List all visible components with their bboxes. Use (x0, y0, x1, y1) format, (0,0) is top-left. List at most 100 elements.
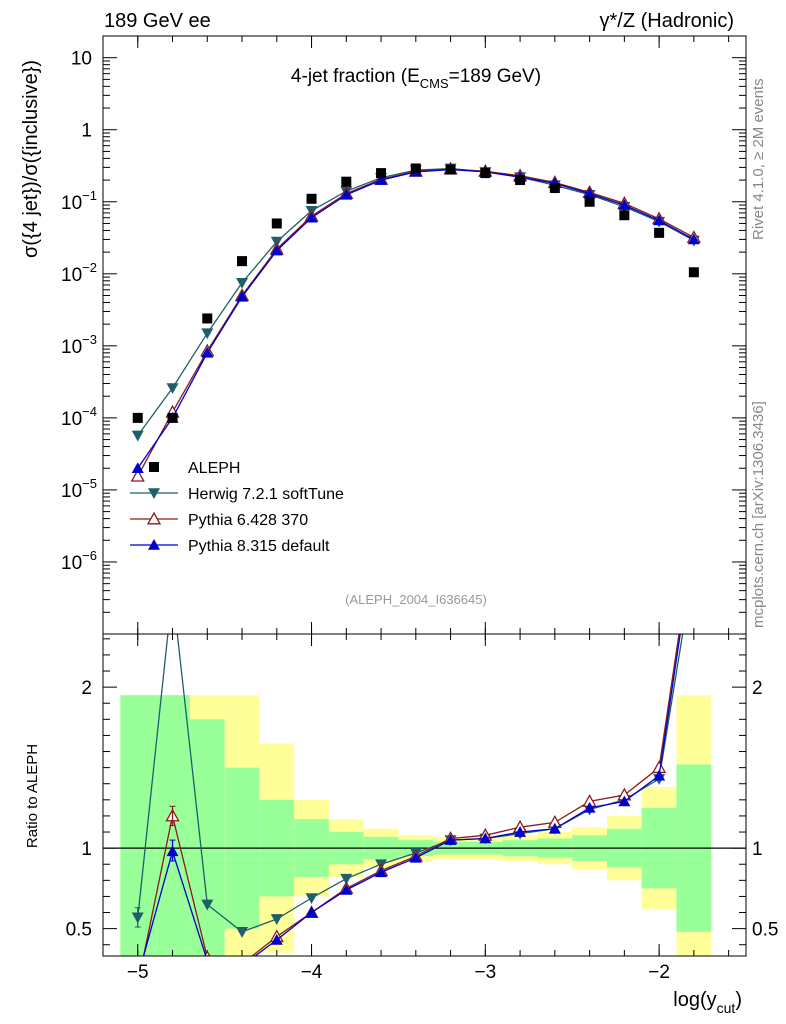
mcplots-label: mcplots.cern.ch [arXiv:1306.3436] (750, 401, 767, 628)
point-aleph (515, 175, 526, 186)
point-pythia-8-315-default (236, 290, 249, 302)
legend-marker (148, 488, 160, 499)
analysis-id: (ALEPH_2004_I636645) (345, 592, 487, 607)
ratio-point-herwig-7-2-1-softtune (688, 560, 700, 571)
legend-label: Pythia 8.315 default (188, 538, 330, 555)
legend-label: ALEPH (188, 460, 240, 477)
ratio-point-pythia-8-315-default (479, 832, 492, 844)
x-axis-label: log(ycut) (673, 989, 742, 1016)
point-pythia-8-315-default (583, 187, 596, 199)
ratio-point-pythia-8-315-default (236, 960, 248, 971)
point-pythia-8-315-default (270, 244, 283, 256)
point-pythia-6-428-370 (130, 468, 145, 482)
ratio-tick-label-left: 1 (81, 839, 92, 860)
ratio-point-pythia-8-315-default (688, 536, 700, 547)
x-tick-label: −5 (127, 962, 149, 983)
y-tick-label: 10−5 (61, 476, 97, 502)
x-tick-label: −4 (301, 962, 323, 983)
point-pythia-8-315-default (201, 346, 214, 358)
legend-entry-herwig-7-2-1-softtune: Herwig 7.2.1 softTune (130, 486, 344, 503)
ratio-point-pythia-8-315-default (409, 851, 422, 863)
ratio-tick-label-right: 1 (752, 839, 763, 860)
y-tick-label: 10−3 (61, 332, 97, 358)
ratio-plot-frame (102, 633, 747, 957)
legend-entry-aleph: ALEPH (149, 460, 240, 477)
point-herwig-7-2-1-softtune (201, 328, 214, 340)
point-aleph (619, 210, 630, 221)
point-pythia-8-315-default (340, 188, 353, 200)
header-right: γ*/Z (Hadronic) (600, 10, 734, 32)
y-tick-label: 10−4 (61, 404, 97, 430)
ratio-tick-label-left: 2 (81, 678, 92, 699)
plot-frames (102, 35, 747, 957)
point-aleph (376, 168, 387, 179)
y-tick-label: 10−6 (61, 548, 97, 574)
series-line-herwig-7-2-1-softtune (137, 167, 695, 436)
x-tick-label: −2 (648, 962, 670, 983)
series-line-pythia-6-428-370 (137, 168, 695, 477)
ratio-tick-label-right: 0.5 (752, 920, 778, 941)
ratio-point-pythia-6-428-370 (688, 528, 700, 539)
legend-label: Pythia 6.428 370 (188, 512, 308, 529)
y-tick-label: 10 (71, 49, 92, 70)
ratio-point-pythia-6-428-370 (236, 958, 248, 969)
legend-marker (149, 462, 159, 472)
ratio-point-herwig-7-2-1-softtune (236, 927, 249, 938)
rivet-version-label: Rivet 4.1.0, ≥ 2M events (750, 78, 767, 240)
ratio-tick-label-left: 0.5 (66, 920, 92, 941)
ratio-point-pythia-8-315-default (618, 795, 631, 807)
point-aleph (341, 176, 352, 187)
point-aleph (654, 227, 665, 238)
point-aleph (167, 412, 178, 423)
point-aleph (306, 193, 317, 204)
legend-marker (148, 539, 160, 550)
ratio-y-axis-label: Ratio to ALEPH (24, 744, 41, 848)
y-axis-label: σ({4 jet})/σ({inclusive}) (20, 60, 42, 258)
ratio-point-pythia-8-315-default (548, 822, 561, 834)
point-aleph (445, 164, 456, 175)
axis-ticks: −5 −4 −3 −2 10 1 10−1 10−2 10−3 10−4 10−5 10−6 0.5 0.… (61, 35, 778, 983)
point-aleph (549, 183, 560, 194)
ratio-point-herwig-7-2-1-softtune (167, 586, 179, 597)
legend-label: Herwig 7.2.1 softTune (188, 486, 344, 503)
series-line-pythia-8-315-default (137, 168, 695, 469)
point-aleph (480, 168, 491, 179)
legend: ALEPH Herwig 7.2.1 softTune Pythia 6.428 3… (130, 460, 344, 555)
point-herwig-7-2-1-softtune (236, 278, 249, 289)
ratio-point-herwig-7-2-1-softtune (270, 914, 283, 925)
ratio-point-herwig-7-2-1-softtune (201, 899, 214, 911)
point-aleph (271, 218, 282, 229)
y-tick-label: 10−1 (61, 188, 97, 214)
ratio-point-pythia-8-315-default (270, 933, 283, 945)
ratio-point-pythia-8-315-default (653, 769, 666, 781)
ratio-point-pythia-8-315-default (340, 883, 353, 895)
point-herwig-7-2-1-softtune (166, 383, 179, 394)
point-pythia-8-315-default (618, 199, 631, 210)
series-layer (130, 161, 701, 971)
point-aleph (584, 196, 595, 207)
ratio-point-herwig-7-2-1-softtune (340, 873, 353, 885)
ratio-panel-series (131, 528, 700, 971)
ratio-point-pythia-8-315-default (305, 906, 318, 918)
chart-title: 4-jet fraction (ECMS=189 GeV) (291, 66, 541, 91)
y-tick-label: 10−2 (61, 260, 97, 286)
ratio-tick-label-right: 2 (752, 678, 763, 699)
point-aleph (132, 412, 143, 423)
point-aleph (237, 256, 248, 267)
x-tick-label: −3 (474, 962, 496, 983)
ratio-point-pythia-8-315-default (375, 866, 388, 878)
point-pythia-8-315-default (653, 214, 666, 226)
legend-entry-pythia-8-315-default: Pythia 8.315 default (130, 538, 330, 555)
legend-entry-pythia-6-428-370: Pythia 6.428 370 (130, 511, 308, 529)
point-herwig-7-2-1-softtune (131, 430, 144, 442)
point-aleph (410, 163, 421, 174)
ratio-point-herwig-7-2-1-softtune (305, 893, 318, 905)
legend-marker (146, 511, 162, 525)
ratio-point-pythia-8-315-default (514, 826, 527, 837)
header-left: 189 GeV ee (104, 10, 211, 32)
band-green-bin (189, 719, 225, 956)
point-aleph (202, 313, 213, 324)
point-pythia-8-315-default (131, 462, 144, 474)
ratio-point-pythia-8-315-default (444, 834, 457, 845)
